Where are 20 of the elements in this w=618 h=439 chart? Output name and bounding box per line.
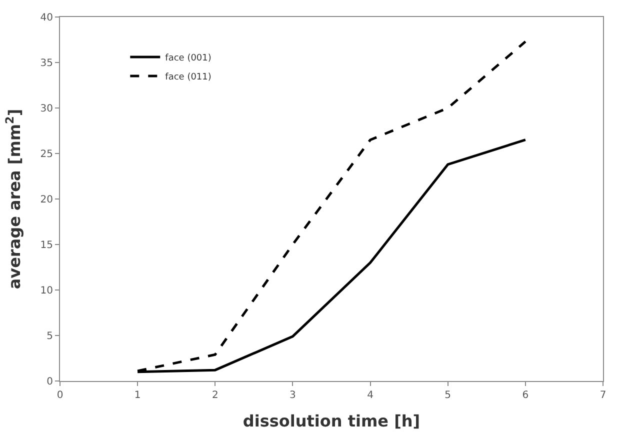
x-axis-title: dissolution time [h] (242, 412, 420, 431)
legend-label: face (011) (165, 72, 212, 82)
y-tick-label: 35 (40, 58, 53, 69)
x-tick-label: 5 (444, 390, 452, 401)
y-tick-label: 25 (40, 149, 53, 160)
y-tick-label: 5 (46, 331, 53, 342)
y-tick-label: 15 (40, 240, 53, 251)
legend-label: face (001) (165, 53, 212, 64)
x-tick-label: 0 (56, 390, 64, 401)
y-tick-label: 20 (40, 194, 53, 206)
y-tick-label: 40 (40, 12, 53, 24)
x-tick-label: 7 (600, 390, 606, 401)
x-tick-label: 6 (522, 390, 529, 401)
y-tick-label: 0 (46, 376, 53, 388)
y-tick-label: 10 (40, 286, 53, 296)
y-tick-label: 30 (40, 104, 53, 114)
x-tick-label: 3 (290, 390, 296, 401)
x-tick-label: 1 (134, 390, 141, 401)
x-tick-label: 2 (212, 390, 218, 401)
x-tick-label: 4 (367, 390, 374, 401)
